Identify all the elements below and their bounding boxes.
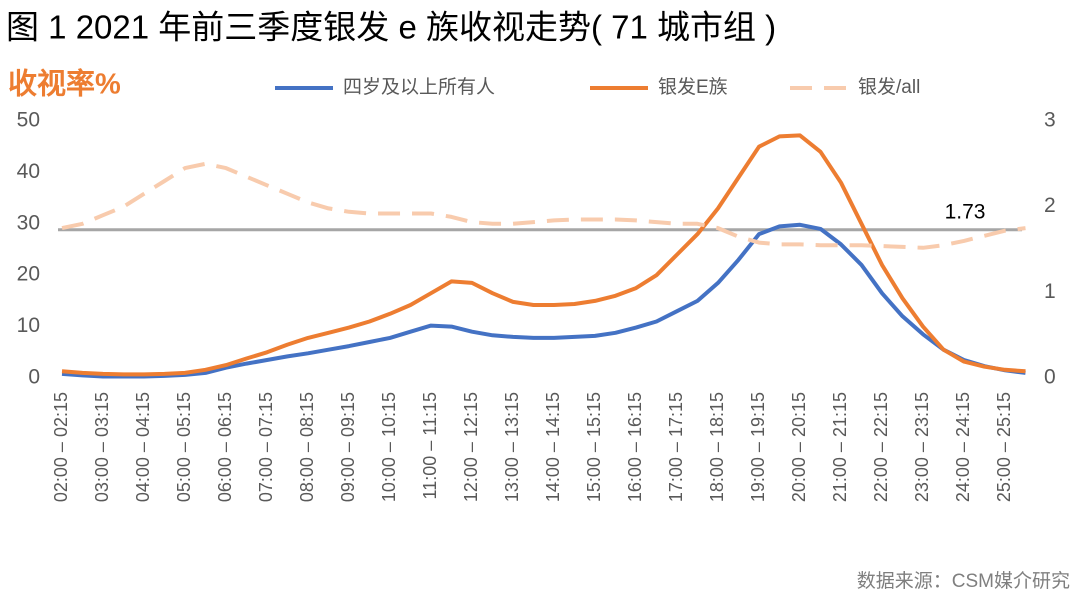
x-tick-label: 21:00 – 21:15: [830, 392, 850, 502]
reference-label: 1.73: [945, 200, 986, 223]
x-tick-label: 05:00 – 05:15: [174, 392, 194, 502]
source: 数据来源：CSM媒介研究: [857, 570, 1070, 592]
x-tick-label: 18:00 – 18:15: [707, 392, 727, 502]
y-tick-label: 20: [17, 263, 40, 286]
x-tick-label: 15:00 – 15:15: [584, 392, 604, 502]
y-tick-label: 10: [17, 314, 40, 337]
x-tick-label: 16:00 – 16:15: [625, 392, 645, 502]
y2-tick-label: 1: [1044, 280, 1056, 303]
x-tick-label: 19:00 – 19:15: [748, 392, 768, 502]
legend-label: 银发/all: [858, 76, 920, 98]
y-axis-label: 收视率%: [8, 67, 121, 101]
chart-title: 图 1 2021 年前三季度银发 e 族收视走势( 71 城市组 ): [6, 9, 776, 46]
y-tick-label: 50: [17, 109, 40, 132]
series-line: [61, 161, 1026, 250]
y-tick-label: 0: [28, 366, 40, 389]
x-tick-label: 22:00 – 22:15: [871, 392, 891, 502]
y-tick-label: 30: [17, 211, 40, 234]
x-tick-label: 24:00 – 24:15: [953, 392, 973, 502]
x-tick-label: 06:00 – 06:15: [215, 392, 235, 502]
series-line: [61, 133, 1026, 377]
x-tick-label: 14:00 – 14:15: [543, 392, 563, 502]
x-tick-label: 20:00 – 20:15: [789, 392, 809, 502]
x-tick-label: 09:00 – 09:15: [338, 392, 358, 502]
x-tick-label: 04:00 – 04:15: [133, 392, 153, 502]
legend-label: 银发E族: [658, 76, 728, 98]
x-tick-label: 02:00 – 02:15: [51, 392, 71, 502]
x-tick-label: 17:00 – 17:15: [666, 392, 686, 502]
y2-tick-label: 3: [1044, 109, 1056, 132]
x-tick-label: 07:00 – 07:15: [256, 392, 276, 502]
y2-tick-label: 0: [1044, 366, 1056, 389]
x-tick-label: 08:00 – 08:15: [297, 392, 317, 502]
x-tick-label: 12:00 – 12:15: [461, 392, 481, 502]
series-line: [61, 222, 1026, 379]
x-tick-label: 13:00 – 13:15: [502, 392, 522, 502]
x-tick-label: 03:00 – 03:15: [92, 392, 112, 502]
x-tick-label: 11:00 – 11:15: [420, 392, 440, 499]
x-tick-label: 10:00 – 10:15: [379, 392, 399, 502]
x-tick-label: 23:00 – 23:15: [912, 392, 932, 502]
x-tick-label: 25:00 – 25:15: [994, 392, 1014, 502]
y-tick-label: 40: [17, 160, 40, 183]
y2-tick-label: 2: [1044, 194, 1056, 217]
legend-label: 四岁及以上所有人: [343, 76, 495, 98]
